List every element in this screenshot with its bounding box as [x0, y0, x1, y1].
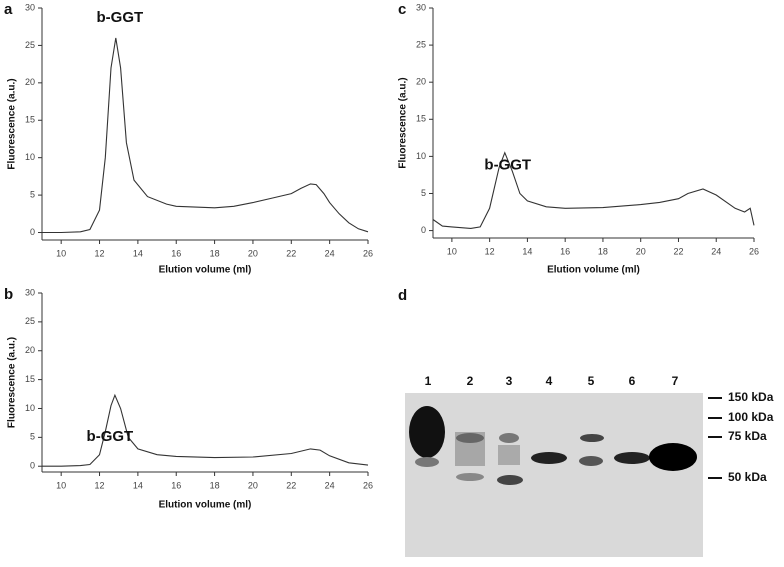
lane-label: 7: [672, 374, 679, 388]
x-tick-label: 12: [95, 248, 105, 258]
y-tick-label: 10: [25, 403, 35, 413]
x-tick-label: 24: [325, 480, 335, 490]
panel-label: c: [398, 1, 406, 18]
lane-label: 1: [425, 374, 432, 388]
marker-label: 75 kDa: [728, 429, 767, 443]
x-tick-label: 10: [56, 248, 66, 258]
y-axis-label: Fluorescence (a.u.): [398, 77, 409, 168]
marker-label: 100 kDa: [728, 410, 774, 424]
trace: [432, 151, 755, 229]
marker-label: 50 kDa: [728, 470, 767, 484]
x-tick-label: 16: [171, 480, 181, 490]
x-tick-label: 10: [447, 246, 457, 256]
lane-label: 2: [467, 374, 474, 388]
peak-annotation: b-GGT: [484, 157, 531, 174]
y-axis-label: Fluorescence (a.u.): [7, 337, 18, 428]
y-tick-label: 15: [25, 374, 35, 384]
lane-label: 5: [588, 374, 595, 388]
x-axis-label: Elution volume (ml): [547, 265, 640, 276]
y-tick-label: 15: [416, 114, 426, 124]
y-tick-label: 20: [25, 77, 35, 87]
x-tick-label: 26: [363, 480, 373, 490]
x-tick-label: 12: [95, 480, 105, 490]
panel-label: d: [398, 287, 407, 304]
x-tick-label: 16: [171, 248, 181, 258]
lane-label: 6: [629, 374, 636, 388]
y-tick-label: 25: [25, 316, 35, 326]
x-tick-label: 20: [636, 246, 646, 256]
y-tick-label: 10: [416, 151, 426, 161]
x-axis-label: Elution volume (ml): [159, 500, 252, 511]
x-tick-label: 22: [673, 246, 683, 256]
y-tick-label: 30: [416, 2, 426, 12]
x-tick-label: 12: [485, 246, 495, 256]
y-axis-label: Fluorescence (a.u.): [7, 78, 18, 169]
y-tick-label: 20: [25, 345, 35, 355]
x-tick-label: 26: [363, 248, 373, 258]
y-tick-label: 5: [30, 432, 35, 442]
x-tick-label: 18: [210, 248, 220, 258]
x-tick-label: 18: [598, 246, 608, 256]
y-tick-label: 0: [30, 461, 35, 471]
y-tick-label: 25: [416, 39, 426, 49]
trace: [42, 393, 369, 467]
x-tick-label: 26: [749, 246, 759, 256]
y-tick-label: 5: [30, 189, 35, 199]
peak-annotation: b-GGT: [87, 428, 134, 445]
y-tick-label: 5: [421, 188, 426, 198]
peak-annotation: b-GGT: [97, 9, 144, 26]
trace: [42, 37, 369, 234]
x-tick-label: 24: [711, 246, 721, 256]
x-tick-label: 10: [56, 480, 66, 490]
gel-image: [405, 393, 703, 557]
x-tick-label: 14: [522, 246, 532, 256]
x-tick-label: 20: [248, 248, 258, 258]
y-tick-label: 0: [421, 225, 426, 235]
marker-label: 150 kDa: [728, 390, 774, 404]
panel-label: b: [4, 286, 13, 303]
y-tick-label: 25: [25, 40, 35, 50]
x-tick-label: 14: [133, 248, 143, 258]
x-tick-label: 16: [560, 246, 570, 256]
y-tick-label: 15: [25, 115, 35, 125]
panel-label: a: [4, 1, 13, 18]
x-tick-label: 22: [286, 248, 296, 258]
y-tick-label: 10: [25, 152, 35, 162]
y-tick-label: 0: [30, 227, 35, 237]
x-tick-label: 20: [248, 480, 258, 490]
x-axis-label: Elution volume (ml): [159, 265, 252, 276]
x-tick-label: 24: [325, 248, 335, 258]
y-tick-label: 30: [25, 2, 35, 12]
lane-label: 3: [506, 374, 513, 388]
x-tick-label: 18: [210, 480, 220, 490]
x-tick-label: 22: [286, 480, 296, 490]
lane-label: 4: [546, 374, 553, 388]
x-tick-label: 14: [133, 480, 143, 490]
y-tick-label: 30: [25, 287, 35, 297]
y-tick-label: 20: [416, 77, 426, 87]
